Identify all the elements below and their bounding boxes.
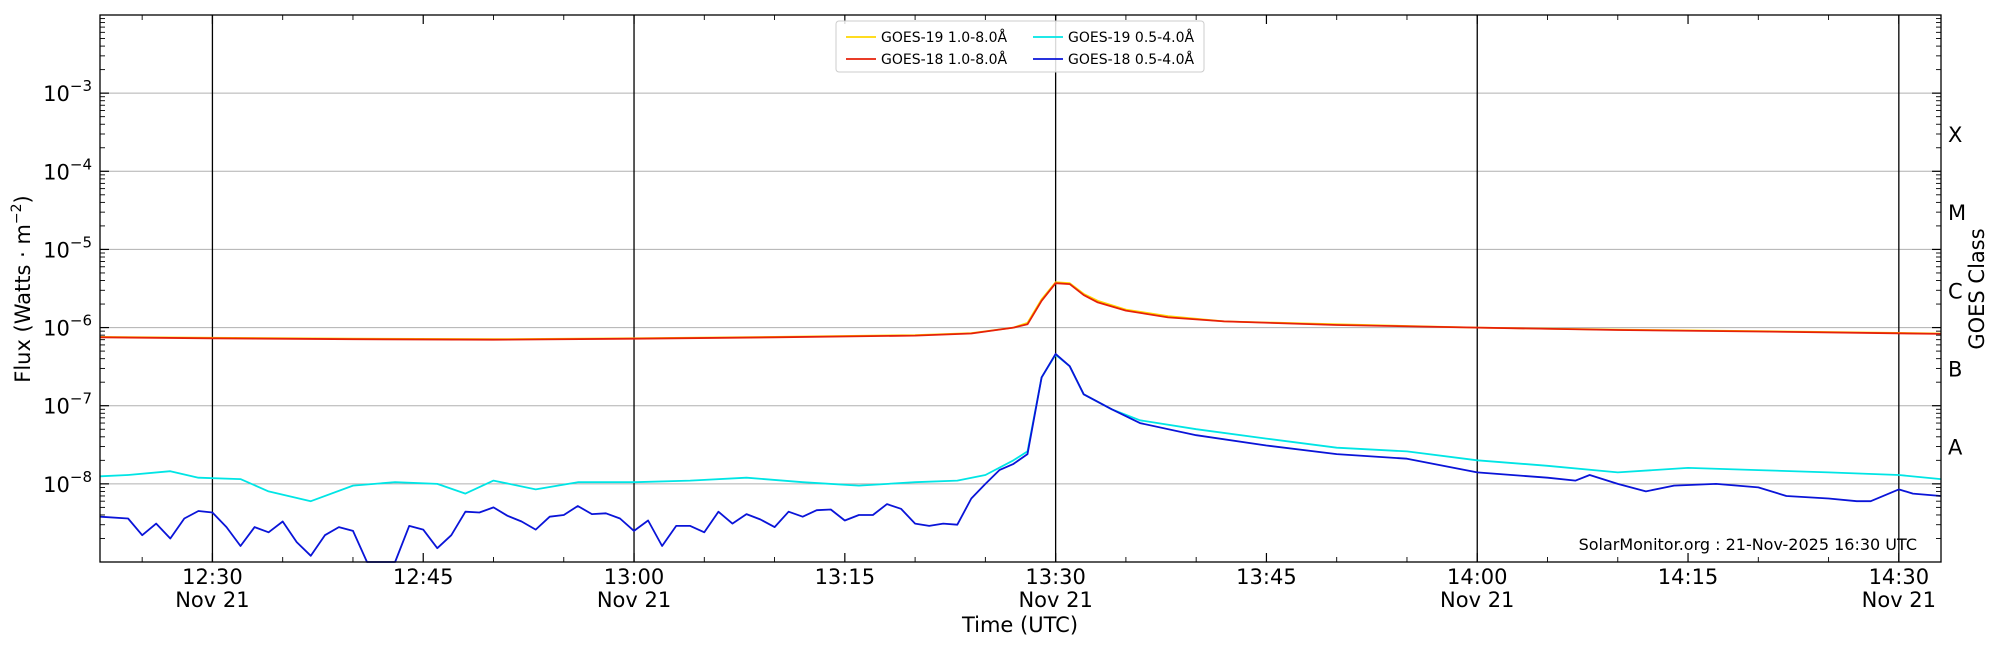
x-tick-date-label: Nov 21: [1018, 588, 1092, 612]
legend-label: GOES-18 1.0-8.0Å: [881, 51, 1007, 68]
y-tick-label: 10−7: [43, 390, 92, 419]
x-tick-label: 14:30: [1869, 565, 1930, 589]
x-tick-label: 13:45: [1236, 565, 1297, 589]
x-tick-date-label: Nov 21: [597, 588, 671, 612]
axis-ticks: [100, 15, 1941, 562]
y-axis-label-exponent: −2: [9, 203, 25, 224]
y-tick-label: 10−3: [43, 77, 92, 106]
legend-label: GOES-19 1.0-8.0Å: [881, 29, 1007, 46]
x-tick-date-label: Nov 21: [1440, 588, 1514, 612]
y-axis-label-close: ): [11, 195, 35, 203]
credit-text: SolarMonitor.org : 21-Nov-2025 16:30 UTC: [1579, 535, 1917, 554]
x-axis-label: Time (UTC): [961, 613, 1078, 637]
goes-class-label: M: [1948, 201, 1966, 225]
legend-box: [835, 20, 1205, 73]
x-tick-label: 13:00: [604, 565, 665, 589]
x-tick-label: 13:15: [815, 565, 876, 589]
legend-label: GOES-19 0.5-4.0Å: [1068, 29, 1194, 46]
goes-class-label: A: [1948, 436, 1963, 460]
grid-lines: [100, 92, 1941, 485]
x-tick-date-label: Nov 21: [175, 588, 249, 612]
legend-label: GOES-18 0.5-4.0Å: [1068, 51, 1194, 68]
series-line: [99, 282, 1942, 341]
goes-class-label: B: [1948, 357, 1962, 381]
data-series: [99, 281, 1942, 563]
x-tick-label: 14:00: [1447, 565, 1508, 589]
series-line: [99, 353, 1942, 503]
x-tick-label: 12:45: [393, 565, 454, 589]
x-tick-date-label: Nov 21: [1862, 588, 1936, 612]
goes-class-label: X: [1948, 123, 1962, 147]
series-line: [99, 352, 1942, 563]
x-tick-label: 14:15: [1658, 565, 1719, 589]
y-tick-label: 10−5: [43, 233, 92, 262]
date-boundary-lines: [211, 15, 1900, 562]
goes-class-labels: X M C B A: [1948, 123, 1966, 460]
y-tick-labels: 10−3 10−4 10−5 10−6 10−7 10−8: [43, 77, 92, 497]
legend: GOES-19 1.0-8.0Å GOES-18 1.0-8.0Å GOES-19 …: [835, 20, 1205, 73]
y-tick-label: 10−8: [43, 468, 92, 497]
x-tick-label: 13:30: [1025, 565, 1086, 589]
x-tick-label: 12:30: [182, 565, 243, 589]
right-axis-label: GOES Class: [1965, 228, 1989, 349]
y-tick-label: 10−6: [43, 312, 92, 341]
y-tick-label: 10−4: [43, 155, 92, 184]
plot-frame: [99, 14, 1942, 563]
goes-class-label: C: [1948, 279, 1963, 303]
y-axis-label: Flux (Watts · m−2): [9, 195, 35, 383]
